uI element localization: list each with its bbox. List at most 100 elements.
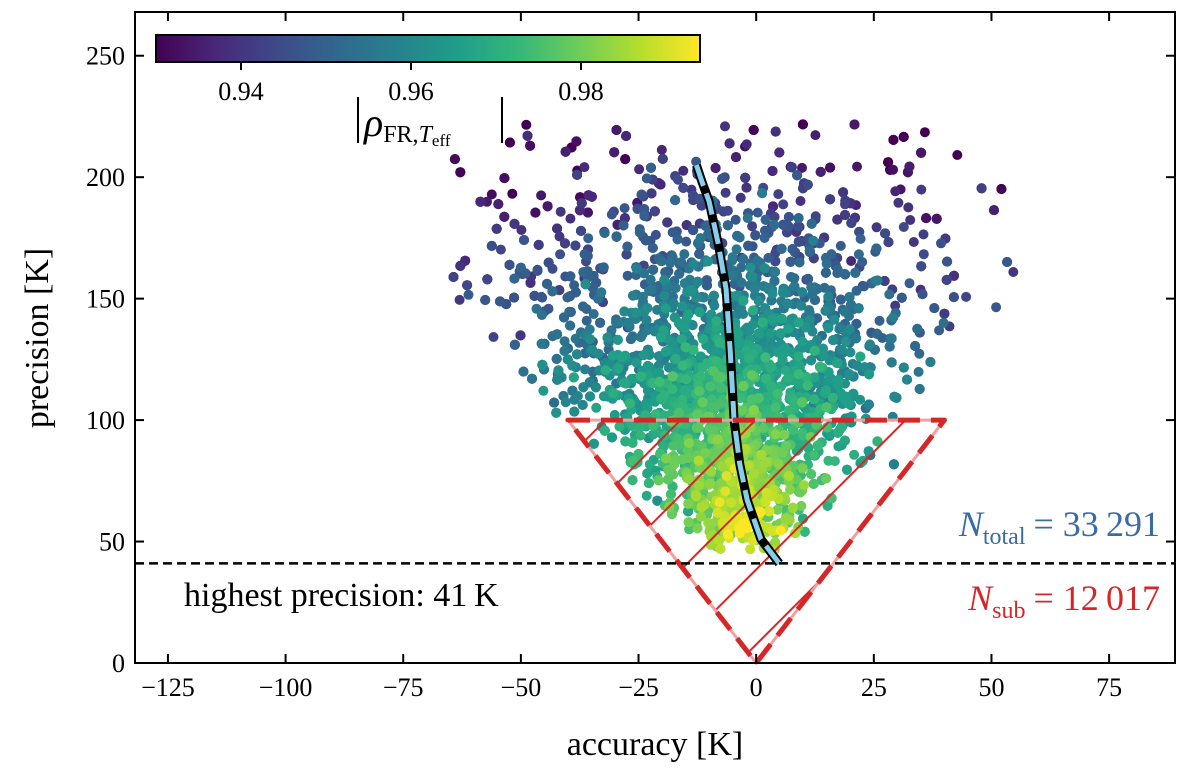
scatter-point — [820, 267, 831, 278]
scatter-point — [1002, 257, 1013, 267]
scatter-point — [797, 336, 808, 347]
scatter-point — [736, 262, 747, 273]
scatter-point — [486, 240, 497, 251]
scatter-point — [691, 156, 702, 167]
scatter-point — [734, 232, 745, 243]
scatter-point — [853, 303, 864, 314]
scatter-point — [880, 228, 891, 239]
scatter-point — [634, 227, 645, 238]
scatter-point — [760, 373, 771, 384]
scatter-point — [565, 320, 576, 331]
scatter-point — [778, 219, 789, 230]
scatter-point — [815, 361, 825, 372]
scatter-point — [656, 144, 667, 155]
scatter-point — [936, 238, 946, 249]
scatter-point — [606, 209, 617, 220]
scatter-point — [608, 350, 618, 361]
scatter-point — [522, 130, 533, 141]
scatter-point — [518, 366, 529, 377]
scatter-point — [621, 249, 632, 260]
scatter-point — [576, 225, 586, 236]
scatter-point — [559, 345, 570, 356]
scatter-point — [724, 138, 735, 149]
scatter-point — [488, 332, 499, 342]
scatter-point — [677, 360, 688, 371]
scatter-point — [989, 205, 999, 216]
scatter-point — [821, 258, 832, 269]
scatter-point — [678, 165, 689, 176]
scatter-point — [638, 291, 648, 302]
scatter-point — [612, 334, 623, 345]
scatter-point — [838, 187, 849, 198]
scatter-point — [714, 337, 725, 348]
scatter-point — [620, 154, 631, 165]
scatter-point — [635, 371, 646, 382]
scatter-point — [709, 300, 720, 311]
scatter-point — [670, 195, 681, 206]
scatter-point — [749, 284, 760, 295]
scatter-point — [812, 313, 823, 324]
scatter-point — [555, 206, 566, 217]
scatter-point — [797, 287, 808, 298]
scatter-point — [634, 164, 645, 175]
scatter-point — [543, 257, 554, 268]
scatter-point — [679, 249, 690, 260]
scatter-point — [616, 352, 627, 362]
scatter-point — [747, 271, 758, 282]
scatter-point — [515, 262, 526, 273]
scatter-point — [823, 322, 834, 333]
scatter-point — [701, 221, 712, 231]
scatter-point — [809, 394, 819, 405]
scatter-point — [844, 292, 855, 302]
scatter-point — [820, 305, 831, 316]
scatter-point — [849, 449, 860, 460]
scatter-point — [639, 210, 650, 221]
scatter-point — [482, 274, 493, 285]
scatter-point — [702, 280, 712, 291]
scatter-point — [641, 315, 652, 326]
scatter-point — [918, 229, 929, 240]
scatter-point — [792, 170, 803, 181]
scatter-point — [913, 366, 924, 377]
scatter-point — [648, 264, 659, 275]
scatter-point — [794, 257, 805, 268]
scatter-point — [738, 295, 749, 306]
scatter-point — [611, 125, 622, 135]
scatter-point — [582, 207, 593, 218]
scatter-point — [829, 314, 840, 325]
scatter-point — [536, 309, 547, 320]
scatter-point — [536, 190, 547, 201]
scatter-point — [572, 391, 583, 401]
scatter-point — [795, 196, 806, 206]
scatter-point — [849, 119, 860, 130]
scatter-point — [552, 329, 563, 340]
scatter-point — [698, 292, 709, 303]
scatter-point — [938, 317, 949, 328]
scatter-point — [778, 199, 789, 210]
scatter-point — [917, 289, 928, 300]
scatter-point — [686, 284, 697, 295]
scatter-point — [683, 309, 694, 320]
scatter-point — [672, 234, 683, 245]
scatter-point — [850, 267, 861, 278]
scatter-point — [735, 192, 746, 203]
scatter-point — [659, 275, 670, 285]
scatter-point — [961, 291, 972, 302]
scatter-point — [777, 355, 788, 366]
scatter-point — [839, 435, 850, 446]
scatter-point — [606, 325, 617, 336]
scatter-point — [888, 164, 899, 175]
scatter-point — [611, 231, 622, 242]
scatter-point — [912, 323, 923, 334]
scatter-point — [676, 257, 687, 267]
scatter-point — [949, 270, 959, 281]
scatter-point — [660, 346, 671, 357]
scatter-point — [622, 241, 633, 252]
scatter-point — [736, 277, 747, 288]
scatter-point — [547, 286, 558, 297]
scatter-point — [599, 227, 610, 238]
scatter-point — [621, 131, 632, 141]
scatter-point — [818, 350, 829, 361]
scatter-point — [650, 229, 661, 240]
scatter-point — [646, 284, 657, 295]
